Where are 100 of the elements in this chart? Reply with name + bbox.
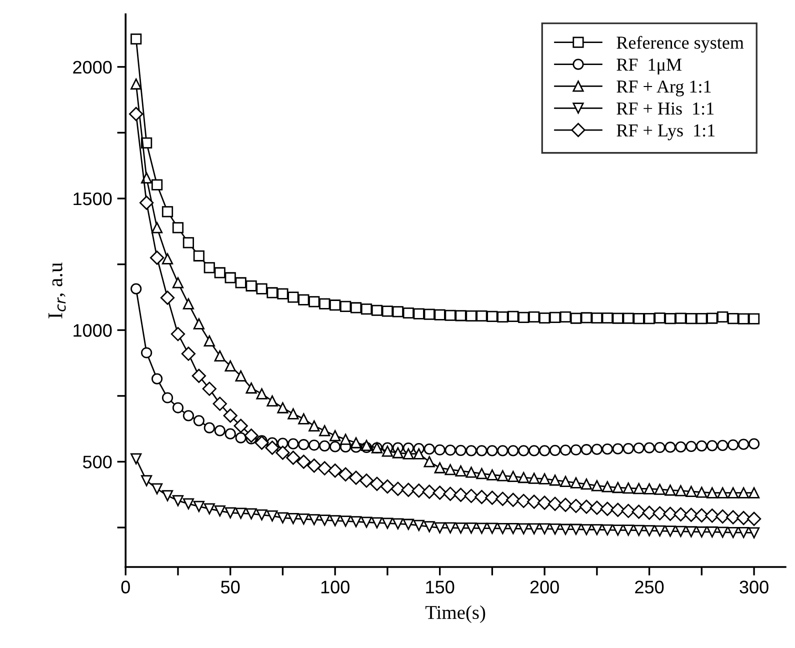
- point: [570, 524, 582, 535]
- point: [266, 395, 278, 406]
- point: [193, 318, 204, 330]
- point: [412, 484, 426, 498]
- point: [486, 310, 498, 322]
- point: [192, 368, 206, 383]
- point: [182, 410, 194, 422]
- point: [539, 523, 550, 534]
- point: [738, 526, 750, 538]
- y-tick-label: 1000: [74, 324, 112, 337]
- point: [350, 437, 362, 448]
- point: [443, 486, 458, 501]
- point: [340, 434, 352, 445]
- point: [330, 300, 341, 311]
- point: [182, 298, 194, 310]
- point: [644, 525, 655, 536]
- point: [674, 507, 688, 522]
- point: [266, 510, 278, 522]
- point: [277, 512, 288, 524]
- y-tick-label: 1500: [74, 192, 112, 206]
- point: [359, 474, 374, 488]
- point: [170, 326, 186, 342]
- point: [382, 446, 394, 457]
- point: [182, 498, 194, 510]
- point: [497, 470, 508, 482]
- point: [330, 441, 341, 452]
- point: [444, 522, 456, 534]
- point: [308, 296, 320, 308]
- point: [508, 470, 519, 482]
- point: [612, 482, 624, 494]
- point: [432, 486, 447, 500]
- point: [686, 486, 697, 498]
- point: [424, 444, 435, 455]
- point: [392, 306, 404, 318]
- point: [181, 346, 196, 361]
- point: [434, 444, 446, 456]
- point: [162, 392, 174, 404]
- point: [528, 445, 540, 456]
- point: [497, 445, 508, 456]
- point: [486, 522, 498, 534]
- point: [654, 312, 666, 324]
- point: [296, 454, 311, 469]
- x-tick-label: 50: [221, 580, 240, 594]
- point: [172, 402, 184, 414]
- point: [632, 504, 646, 519]
- point: [380, 479, 395, 494]
- point: [474, 490, 489, 504]
- point: [348, 470, 364, 485]
- point: [706, 312, 718, 324]
- point: [602, 444, 613, 455]
- point: [424, 308, 435, 320]
- point: [746, 512, 762, 526]
- point: [580, 444, 592, 456]
- point: [664, 442, 676, 453]
- point: [413, 520, 424, 531]
- point: [223, 408, 238, 423]
- point: [518, 312, 530, 324]
- point: [308, 514, 320, 526]
- point: [202, 382, 216, 396]
- point: [633, 312, 644, 324]
- point: [214, 267, 226, 278]
- point: [675, 312, 686, 324]
- x-tick-label: 100: [321, 580, 350, 594]
- point: [162, 490, 174, 502]
- point: [539, 473, 550, 484]
- point: [402, 307, 414, 319]
- point: [212, 396, 227, 411]
- point: [580, 478, 592, 490]
- point: [622, 524, 634, 536]
- point: [382, 518, 394, 529]
- point: [172, 495, 184, 506]
- point: [455, 310, 466, 322]
- point: [528, 311, 540, 323]
- point: [224, 428, 236, 440]
- point: [516, 494, 531, 508]
- point: [528, 472, 540, 484]
- point: [434, 462, 446, 474]
- point: [549, 474, 561, 486]
- point: [652, 506, 667, 520]
- point: [612, 312, 624, 324]
- point: [298, 439, 310, 450]
- point: [518, 472, 530, 484]
- point: [560, 524, 572, 535]
- point: [686, 312, 697, 324]
- point: [444, 464, 456, 476]
- point: [424, 521, 435, 532]
- point: [508, 310, 519, 322]
- point: [235, 277, 246, 288]
- point: [193, 500, 204, 512]
- point: [518, 445, 530, 456]
- point: [307, 458, 322, 473]
- legend-label: RF + His 1:1: [616, 102, 714, 115]
- point: [276, 446, 290, 460]
- point: [686, 440, 697, 452]
- point: [663, 506, 678, 521]
- point: [455, 465, 466, 476]
- point: [214, 350, 226, 362]
- point: [506, 492, 520, 507]
- point: [560, 444, 572, 456]
- point: [151, 179, 163, 190]
